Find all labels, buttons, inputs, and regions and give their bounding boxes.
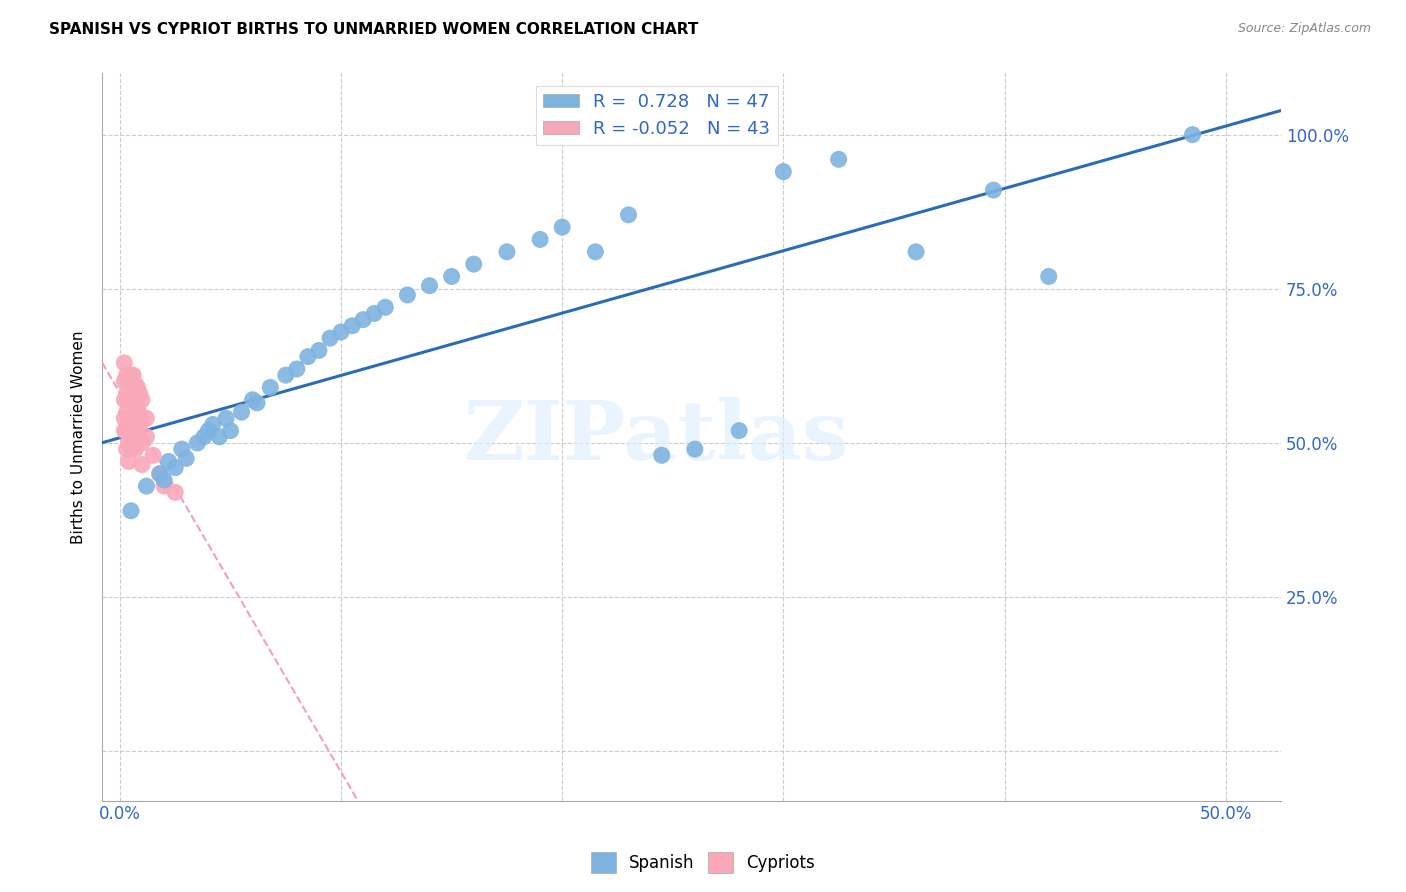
Point — [319, 331, 342, 345]
Point — [285, 362, 308, 376]
Point — [122, 433, 145, 447]
Point — [131, 392, 153, 407]
Text: SPANISH VS CYPRIOT BIRTHS TO UNMARRIED WOMEN CORRELATION CHART: SPANISH VS CYPRIOT BIRTHS TO UNMARRIED W… — [49, 22, 699, 37]
Point — [112, 392, 135, 407]
Point — [131, 436, 153, 450]
Point — [149, 467, 172, 481]
Point — [219, 424, 242, 438]
Point — [1038, 269, 1060, 284]
Point — [118, 436, 141, 450]
Legend: R =  0.728   N = 47, R = -0.052   N = 43: R = 0.728 N = 47, R = -0.052 N = 43 — [536, 86, 778, 145]
Point — [135, 430, 157, 444]
Point — [165, 460, 187, 475]
Point — [127, 380, 149, 394]
Point — [115, 442, 138, 457]
Point — [124, 377, 146, 392]
Point — [186, 436, 208, 450]
Point — [1181, 128, 1204, 142]
Point — [135, 479, 157, 493]
Point — [127, 424, 149, 438]
Point — [120, 504, 142, 518]
Point — [131, 414, 153, 428]
Point — [120, 417, 142, 432]
Point — [120, 368, 142, 383]
Point — [242, 392, 264, 407]
Legend: Spanish, Cypriots: Spanish, Cypriots — [585, 846, 821, 880]
Point — [128, 408, 150, 422]
Point — [983, 183, 1005, 197]
Point — [124, 442, 146, 457]
Point — [905, 244, 928, 259]
Point — [122, 411, 145, 425]
Point — [115, 405, 138, 419]
Point — [149, 467, 172, 481]
Point — [112, 411, 135, 425]
Point — [259, 380, 281, 394]
Point — [297, 350, 319, 364]
Point — [118, 374, 141, 388]
Point — [551, 220, 574, 235]
Point — [463, 257, 485, 271]
Point — [124, 399, 146, 413]
Point — [208, 430, 231, 444]
Point — [330, 325, 353, 339]
Point — [122, 390, 145, 404]
Point — [118, 392, 141, 407]
Point — [112, 356, 135, 370]
Point — [153, 473, 176, 487]
Point — [215, 411, 238, 425]
Point — [363, 306, 385, 320]
Point — [496, 244, 519, 259]
Point — [651, 448, 673, 462]
Point — [118, 454, 141, 468]
Y-axis label: Births to Unmarried Women: Births to Unmarried Women — [72, 330, 86, 543]
Point — [153, 479, 176, 493]
Point — [772, 164, 794, 178]
Point — [112, 424, 135, 438]
Point — [165, 485, 187, 500]
Point — [115, 386, 138, 401]
Point — [683, 442, 706, 457]
Point — [135, 411, 157, 425]
Point — [128, 386, 150, 401]
Point — [246, 396, 269, 410]
Point — [122, 368, 145, 383]
Point — [201, 417, 224, 432]
Point — [118, 417, 141, 432]
Point — [120, 392, 142, 407]
Point — [115, 368, 138, 383]
Point — [124, 420, 146, 434]
Text: ZIPatlas: ZIPatlas — [464, 397, 849, 477]
Point — [529, 232, 551, 246]
Point — [115, 424, 138, 438]
Point — [583, 244, 606, 259]
Point — [112, 374, 135, 388]
Point — [396, 288, 419, 302]
Point — [170, 442, 193, 457]
Point — [142, 448, 165, 462]
Point — [127, 402, 149, 417]
Text: Source: ZipAtlas.com: Source: ZipAtlas.com — [1237, 22, 1371, 36]
Point — [617, 208, 640, 222]
Point — [193, 430, 215, 444]
Point — [174, 451, 197, 466]
Point — [352, 312, 374, 326]
Point — [418, 278, 440, 293]
Point — [131, 458, 153, 472]
Point — [374, 301, 396, 315]
Point — [197, 424, 219, 438]
Point — [157, 454, 180, 468]
Point — [308, 343, 330, 358]
Point — [231, 405, 253, 419]
Point — [440, 269, 463, 284]
Point — [120, 442, 142, 457]
Point — [274, 368, 297, 383]
Point — [340, 318, 363, 333]
Point — [827, 153, 849, 167]
Point — [728, 424, 751, 438]
Point — [128, 430, 150, 444]
